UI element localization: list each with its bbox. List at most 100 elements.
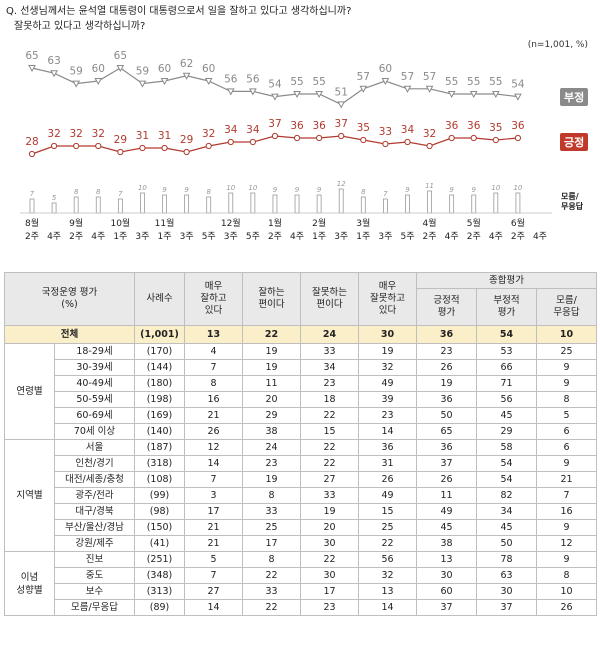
positive-point	[360, 136, 367, 144]
positive-point	[117, 148, 124, 156]
cell-sample-size: (1,001)	[134, 325, 185, 344]
negative-data-label: 63	[47, 55, 60, 67]
cell-value: 12	[535, 535, 598, 552]
cell-value: 8	[242, 551, 301, 568]
cell-value: 82	[476, 487, 537, 504]
row-label: 모름/무응답	[54, 599, 135, 616]
negative-data-label: 65	[25, 50, 38, 62]
dont-know-bar	[228, 192, 234, 214]
dont-know-data-label: 10	[226, 184, 235, 192]
negative-point	[249, 88, 257, 96]
cell-value: 50	[416, 407, 477, 424]
cell-value: 19	[242, 343, 301, 360]
cell-value: 26	[416, 359, 477, 376]
cell-value: 27	[300, 471, 359, 488]
header-bad: 잘못하는 편이다	[300, 272, 359, 326]
dont-know-data-label: 7	[383, 190, 388, 198]
cell-value: 20	[242, 391, 301, 408]
cell-sample-size: (150)	[134, 519, 185, 536]
row-label: 보수	[54, 583, 135, 600]
x-tick-week: 3주	[180, 231, 194, 242]
cell-value: 26	[358, 471, 417, 488]
x-tick-week: 1주	[158, 231, 172, 242]
cell-value: 8	[535, 391, 598, 408]
cell-value: 18	[300, 391, 359, 408]
cell-value: 6	[535, 423, 598, 440]
cell-value: 33	[242, 583, 301, 600]
row-label: 30-39세	[54, 359, 135, 376]
cell-sample-size: (89)	[134, 599, 185, 616]
table-row: 50-59세 (198) 16 20 18 39 36 56 8	[5, 391, 598, 408]
dont-know-data-label: 10	[138, 184, 147, 192]
cell-value: 19	[242, 359, 301, 376]
negative-point	[315, 91, 323, 99]
negative-data-label: 56	[224, 73, 238, 85]
cell-value: 25	[358, 519, 417, 536]
cell-value: 13	[184, 325, 243, 344]
dont-know-data-label: 12	[337, 180, 346, 188]
cell-value: 45	[476, 519, 537, 536]
cell-value: 34	[476, 503, 537, 520]
cell-value: 7	[535, 487, 598, 504]
negative-data-label: 57	[357, 71, 370, 83]
row-label: 60-69세	[54, 407, 135, 424]
dont-know-data-label: 8	[96, 188, 101, 196]
chart-area: Q. 선생님께서는 윤석열 대통령이 대통령으로서 일을 잘하고 있다고 생각하…	[0, 0, 600, 250]
positive-data-label: 35	[357, 122, 370, 134]
x-tick-week: 2주	[268, 231, 282, 242]
question-line-2: 잘못하고 있다고 생각하십니까?	[14, 21, 146, 32]
cell-value: 10	[535, 583, 598, 600]
x-tick-month: 3월	[356, 217, 370, 229]
negative-data-label: 55	[312, 76, 325, 88]
table-row: 지역별 서울 (187) 12 24 22 36 36 58 6	[4, 439, 598, 552]
positive-data-label: 32	[423, 128, 436, 140]
positive-data-label: 34	[224, 124, 238, 136]
cell-value: 17	[184, 503, 243, 520]
dont-know-bar	[29, 198, 35, 214]
negative-point	[337, 101, 346, 109]
x-tick-week: 1주	[312, 231, 326, 242]
positive-data-label: 28	[25, 136, 38, 148]
positive-point	[249, 138, 256, 146]
cell-value: 36	[416, 325, 477, 344]
row-label: 70세 이상	[54, 423, 135, 440]
cell-value: 71	[476, 375, 537, 392]
positive-point	[426, 142, 433, 150]
dont-know-bar	[117, 198, 123, 214]
positive-point	[492, 136, 499, 144]
negative-point	[160, 78, 169, 86]
cell-value: 22	[242, 325, 301, 344]
positive-data-label: 32	[69, 128, 82, 140]
dont-know-data-label: 9	[405, 186, 410, 194]
positive-data-label: 36	[312, 120, 326, 132]
negative-point	[94, 78, 103, 86]
x-tick-month: 2월	[312, 217, 326, 229]
cell-sample-size: (187)	[134, 439, 185, 456]
negative-data-label: 60	[202, 63, 215, 75]
sample-size-note: (n=1,001, %)	[527, 40, 588, 50]
cell-value: 23	[300, 599, 359, 616]
positive-point	[470, 134, 477, 142]
cell-value: 11	[416, 487, 477, 504]
x-tick-month: 9월	[69, 217, 83, 229]
negative-point	[469, 91, 478, 99]
cell-value: 30	[476, 583, 537, 600]
cell-value: 39	[358, 391, 417, 408]
row-label: 중도	[54, 567, 135, 584]
cell-value: 23	[242, 455, 301, 472]
cell-value: 22	[242, 599, 301, 616]
cell-sample-size: (98)	[134, 503, 185, 520]
cell-value: 63	[476, 567, 537, 584]
x-tick-week: 4주	[290, 231, 304, 242]
dont-know-data-label: 11	[425, 182, 434, 190]
dont-know-data-label: 8	[74, 188, 79, 196]
x-tick-week: 3주	[224, 231, 238, 242]
negative-point	[50, 70, 58, 78]
negative-point	[204, 78, 213, 86]
x-tick-week: 2주	[25, 231, 39, 242]
negative-point	[514, 93, 522, 101]
dont-know-data-label: 9	[184, 186, 189, 194]
cell-value: 36	[358, 439, 417, 456]
cell-value: 33	[300, 487, 359, 504]
cell-value: 30	[358, 325, 417, 344]
